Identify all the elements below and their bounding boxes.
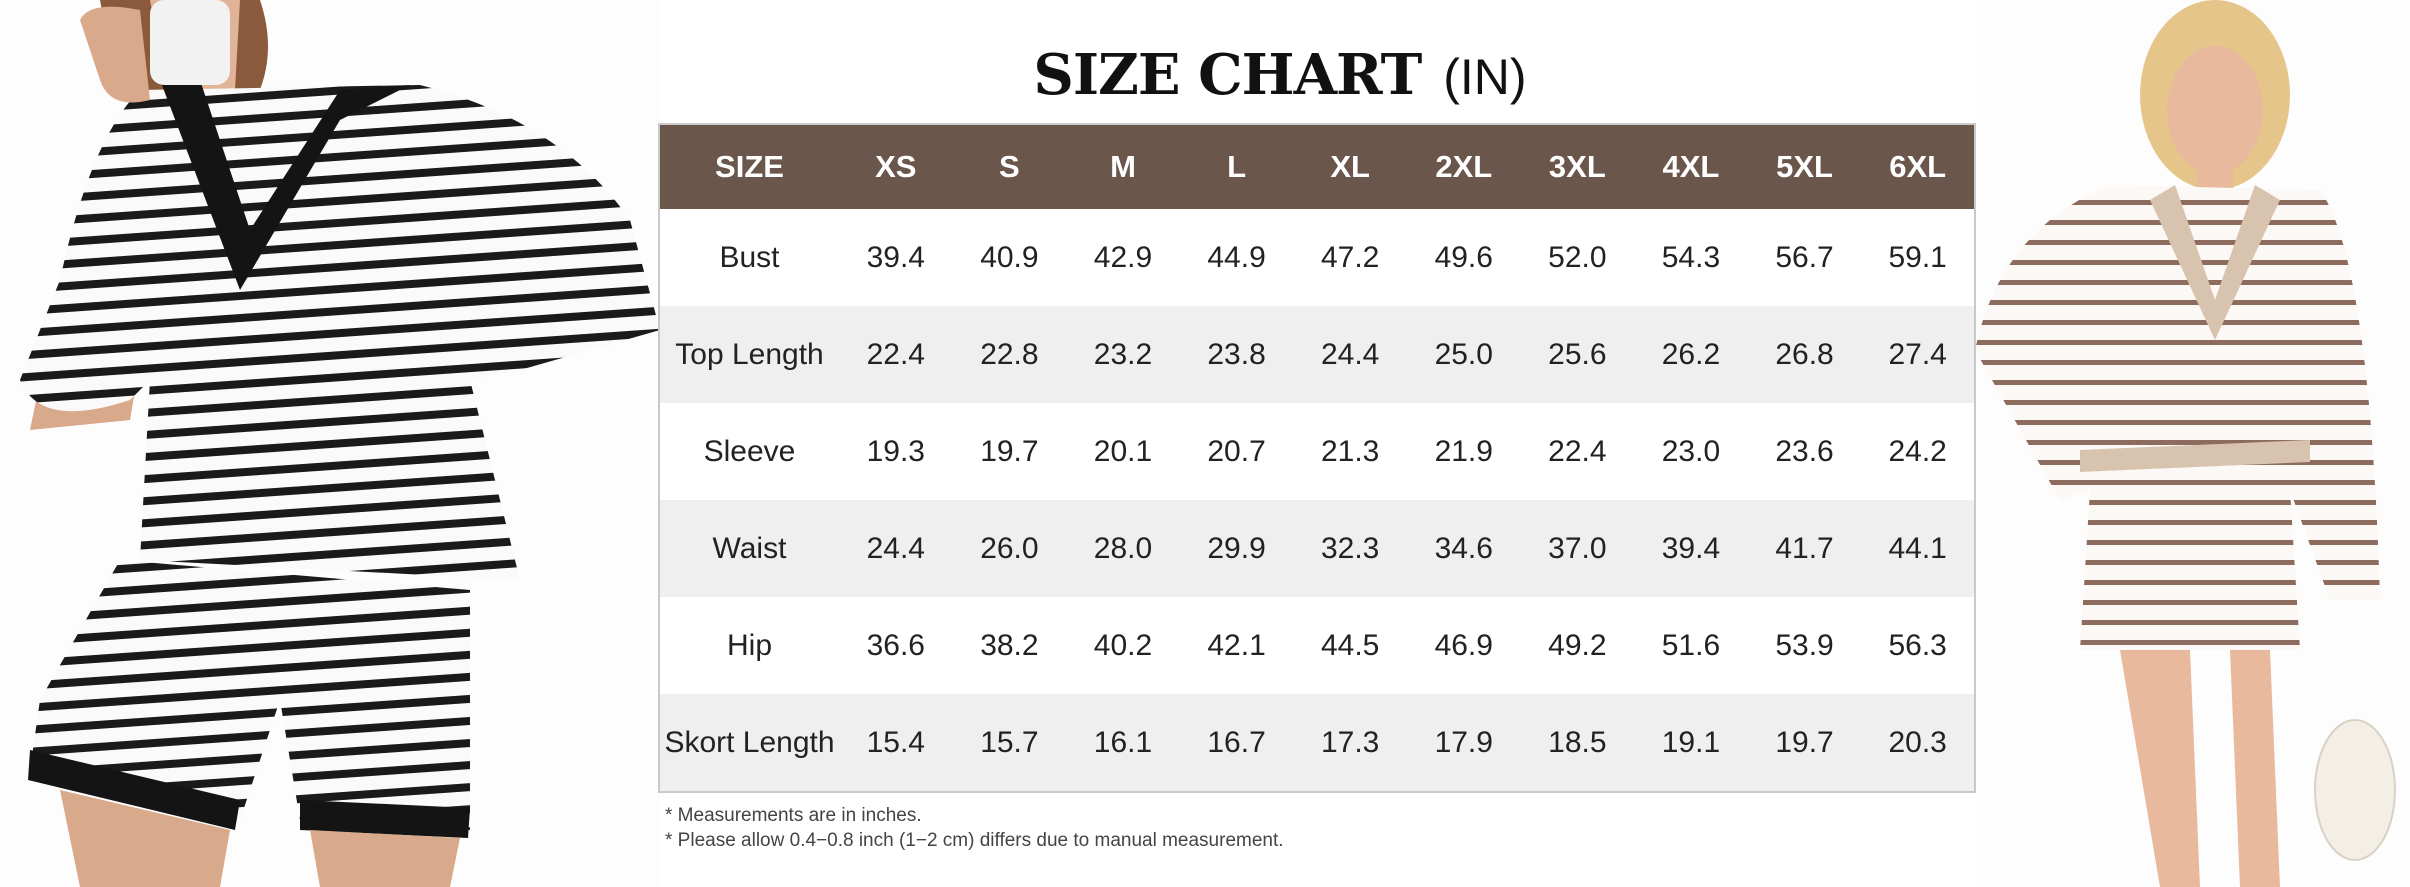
row-label: Hip bbox=[726, 628, 772, 662]
column-header: 5XL bbox=[1747, 124, 1862, 209]
cell: 32.3 bbox=[1293, 500, 1407, 597]
column-header: S bbox=[952, 124, 1067, 209]
cell: 19.1 bbox=[1634, 694, 1748, 792]
cell: 26.8 bbox=[1747, 306, 1862, 403]
row-label: Sleeve bbox=[703, 434, 796, 468]
cell: 29.9 bbox=[1179, 500, 1294, 597]
cell: 23.8 bbox=[1179, 306, 1294, 403]
cell: 44.1 bbox=[1861, 500, 1975, 597]
cell: 23.2 bbox=[1066, 306, 1180, 403]
cell: 28.0 bbox=[1066, 500, 1180, 597]
cell: 37.0 bbox=[1520, 500, 1635, 597]
cell: 41.7 bbox=[1747, 500, 1862, 597]
cell: 21.3 bbox=[1320, 434, 1380, 468]
cell: 16.7 bbox=[1179, 694, 1294, 792]
table-row: Waist 24.4 26.0 28.0 29.9 32.3 34.6 37.0 39.4 41.… bbox=[659, 500, 1975, 597]
note: * Measurements are in inches. bbox=[665, 805, 922, 826]
row-label: Bust bbox=[719, 240, 780, 274]
column-header: 6XL bbox=[1861, 124, 1975, 209]
cell: 22.4 bbox=[1548, 434, 1607, 468]
row-label: Waist bbox=[659, 500, 839, 597]
cell: 49.2 bbox=[1548, 628, 1607, 662]
cell: 39.4 bbox=[1634, 500, 1748, 597]
column-header: SIZE bbox=[659, 124, 839, 209]
row-label: Skort Length bbox=[659, 694, 839, 792]
cell: 26.2 bbox=[1634, 306, 1748, 403]
notes: * Measurements are in inches. * Please a… bbox=[665, 803, 1284, 853]
table-row: Hip 36.6 38.2 40.2 42.1 44.5 46.9 49.2 51.6 53.9 5… bbox=[659, 597, 1975, 694]
size-table: SIZE XS S M L XL 2XL 3XL 4XL 5XL 6XL Bust 39.4 40.9 4… bbox=[658, 123, 1976, 793]
cell: 17.3 bbox=[1293, 694, 1407, 792]
cell: 20.7 bbox=[1207, 434, 1266, 468]
cell: 19.3 bbox=[866, 434, 925, 468]
cell: 56.7 bbox=[1775, 240, 1834, 274]
cell: 23.6 bbox=[1775, 434, 1834, 468]
cell: 16.1 bbox=[1066, 694, 1180, 792]
cell: 22.8 bbox=[952, 306, 1067, 403]
cell: 24.4 bbox=[839, 500, 953, 597]
cell: 25.0 bbox=[1406, 306, 1521, 403]
row-label: Top Length bbox=[659, 306, 839, 403]
cell: 38.2 bbox=[980, 628, 1039, 662]
cell: 20.1 bbox=[1093, 434, 1153, 468]
cell: 54.3 bbox=[1661, 240, 1721, 274]
cell: 19.7 bbox=[1747, 694, 1862, 792]
table-row: Top Length 22.4 22.8 23.2 23.8 24.4 25.0 25.6 26… bbox=[659, 306, 1975, 403]
title: SIZE CHART (IN) bbox=[0, 42, 2410, 108]
cell: 25.6 bbox=[1520, 306, 1635, 403]
column-header: 2XL bbox=[1406, 124, 1521, 209]
cell: 47.2 bbox=[1320, 240, 1380, 274]
cell: 34.6 bbox=[1406, 500, 1521, 597]
cell: 46.9 bbox=[1434, 628, 1493, 662]
column-header: L bbox=[1179, 124, 1294, 209]
table-row: Sleeve 19.3 19.7 20.1 20.7 21.3 21.9 22.4 23.0 23… bbox=[659, 403, 1975, 500]
column-header: XL bbox=[1293, 124, 1407, 209]
cell: 39.4 bbox=[866, 240, 925, 274]
cell: 52.0 bbox=[1548, 240, 1607, 274]
cell: 53.9 bbox=[1775, 628, 1834, 662]
cell: 27.4 bbox=[1861, 306, 1975, 403]
unit: (IN) bbox=[1443, 49, 1527, 105]
cell: 40.9 bbox=[980, 240, 1039, 274]
cell: 22.4 bbox=[839, 306, 953, 403]
cell: 51.6 bbox=[1661, 628, 1721, 662]
cell: 49.6 bbox=[1434, 240, 1493, 274]
left-model-photo bbox=[0, 0, 660, 887]
column-header: XS bbox=[839, 124, 953, 209]
cell: 59.1 bbox=[1888, 240, 1947, 274]
cell: 36.6 bbox=[866, 628, 925, 662]
cell: 23.0 bbox=[1661, 434, 1721, 468]
column-header: 3XL bbox=[1520, 124, 1635, 209]
cell: 24.4 bbox=[1293, 306, 1407, 403]
cell: 15.4 bbox=[839, 694, 953, 792]
cell: 15.7 bbox=[952, 694, 1067, 792]
cell: 17.9 bbox=[1406, 694, 1521, 792]
cell: 21.9 bbox=[1434, 434, 1493, 468]
column-header: M bbox=[1066, 124, 1180, 209]
table-row: Bust 39.4 40.9 42.9 44.9 47.2 49.6 52.0 54.3 56.7… bbox=[659, 209, 1975, 306]
title-text: SIZE CHART bbox=[1033, 42, 1422, 108]
cell: 40.2 bbox=[1093, 628, 1153, 662]
cell: 26.0 bbox=[952, 500, 1067, 597]
cell: 20.3 bbox=[1861, 694, 1975, 792]
cell: 19.7 bbox=[980, 434, 1039, 468]
cell: 42.1 bbox=[1207, 628, 1266, 662]
table-row: Skort Length 15.4 15.7 16.1 16.7 17.3 17.9 18.5… bbox=[659, 694, 1975, 792]
header-row: SIZE XS S M L XL 2XL 3XL 4XL 5XL 6XL bbox=[659, 124, 1975, 209]
right-model-photo bbox=[1975, 0, 2410, 887]
cell: 44.9 bbox=[1207, 240, 1266, 274]
note: * Please allow 0.4−0.8 inch (1−2 cm) dif… bbox=[665, 830, 1284, 851]
table-body: Bust 39.4 40.9 42.9 44.9 47.2 49.6 52.0 54.3 56.7… bbox=[659, 209, 1975, 792]
cell: 44.5 bbox=[1320, 628, 1380, 662]
cell: 56.3 bbox=[1888, 628, 1947, 662]
cell: 42.9 bbox=[1093, 240, 1153, 274]
cell: 24.2 bbox=[1888, 434, 1947, 468]
cell: 18.5 bbox=[1520, 694, 1635, 792]
column-header: 4XL bbox=[1634, 124, 1748, 209]
